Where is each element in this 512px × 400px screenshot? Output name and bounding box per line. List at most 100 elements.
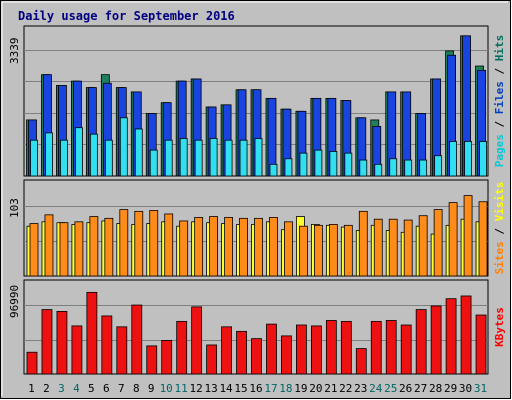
bar-sites [403, 219, 413, 277]
bar-sites [418, 215, 428, 277]
bar-sites [239, 217, 248, 277]
bar-pages [149, 149, 158, 177]
bar-pages [119, 117, 128, 177]
legend-kbytes: KBytes [493, 307, 506, 347]
x-tick-label: 5 [88, 382, 95, 395]
x-tick-label: 17 [264, 382, 277, 395]
bar-pages [434, 155, 443, 177]
bar-kbytes [296, 324, 307, 375]
bar-sites [89, 216, 99, 277]
bar-kbytes [131, 304, 143, 375]
bar-sites [44, 214, 54, 277]
bar-sites [463, 195, 473, 277]
bar-pages [239, 139, 248, 177]
bar-sites [164, 213, 174, 277]
x-tick-label: 13 [204, 382, 217, 395]
bar-sites [448, 202, 458, 277]
bar-kbytes [281, 335, 292, 375]
panels: 3339 Pages / Files / Hits 103 Sites / Visit… [8, 25, 506, 375]
bar-kbytes [116, 326, 128, 375]
bar-pages [419, 159, 428, 177]
bar-pages [329, 151, 338, 177]
bar-sites [478, 201, 488, 277]
legend-item: KBytes [493, 307, 506, 347]
bar-pages [164, 139, 173, 177]
bar-sites [104, 217, 114, 277]
bar-kbytes [221, 326, 232, 375]
x-tick-label: 31 [474, 382, 487, 395]
bar-sites [179, 220, 189, 277]
x-tick-label: 23 [354, 382, 367, 395]
bar-pages [194, 139, 203, 177]
bar-sites [59, 222, 69, 277]
bar-pages [179, 138, 188, 177]
bar-pages [284, 158, 293, 177]
panel-visits-sites: 103 Sites / Visits [8, 179, 506, 277]
x-tick-label: 2 [43, 382, 50, 395]
bar-pages [299, 152, 308, 177]
bar-kbytes [266, 323, 277, 375]
bar-pages [449, 141, 457, 177]
x-tick-label: 25 [384, 382, 397, 395]
bar-sites [119, 209, 129, 277]
bar-kbytes [191, 306, 203, 375]
legend-separator: / [493, 221, 506, 241]
x-tick-label: 9 [148, 382, 155, 395]
x-tick-label: 15 [234, 382, 247, 395]
bar-sites [343, 224, 353, 277]
bar-kbytes [430, 305, 442, 375]
bar-pages [479, 141, 487, 177]
x-tick-label: 6 [103, 382, 110, 395]
x-tick-label: 22 [339, 382, 352, 395]
x-tick-label: 1 [28, 382, 35, 395]
x-tick-label: 27 [414, 382, 427, 395]
x-tick-label: 20 [309, 382, 322, 395]
x-tick-label: 10 [160, 382, 173, 395]
x-tick-label: 16 [249, 382, 262, 395]
x-tick-label: 18 [279, 382, 292, 395]
bar-pages [404, 159, 413, 177]
bar-kbytes [310, 325, 322, 375]
bar-sites [388, 218, 398, 277]
bar-kbytes [385, 320, 397, 375]
bar-sites [224, 217, 233, 277]
x-tick-label: 11 [175, 382, 188, 395]
bar-kbytes [71, 325, 83, 375]
y-max-label: 96990 [8, 285, 21, 318]
legend-item: Files [493, 81, 506, 114]
bar-sites [134, 210, 144, 277]
bar-kbytes [206, 344, 218, 375]
bar-kbytes [340, 320, 352, 375]
legend-item: Visits [493, 182, 506, 222]
bar-pages [359, 159, 368, 177]
legend-item: Sites [493, 241, 506, 274]
bar-sites [433, 209, 443, 277]
x-tick-label: 24 [369, 382, 383, 395]
legend-separator: / [493, 114, 506, 134]
bar-sites [194, 217, 204, 277]
bar-kbytes [445, 298, 457, 375]
bar-pages [89, 133, 98, 177]
bar-pages [30, 139, 38, 177]
x-tick-label: 28 [429, 382, 442, 395]
bar-pages [344, 152, 353, 177]
bar-kbytes [56, 310, 68, 375]
x-tick-label: 30 [459, 382, 472, 395]
bar-kbytes [460, 295, 472, 375]
bar-kbytes [370, 320, 382, 375]
panel-kbytes: 96990 KBytes [8, 279, 506, 375]
bar-sites [149, 210, 159, 277]
x-tick-label: 7 [118, 382, 125, 395]
bar-pages [75, 127, 83, 177]
bar-pages [224, 139, 233, 177]
bar-kbytes [86, 291, 98, 375]
chart-title: Daily usage for September 2016 [18, 9, 235, 23]
x-tick-label: 21 [324, 382, 337, 395]
bar-pages [374, 163, 383, 177]
bar-pages [60, 139, 68, 177]
bar-kbytes [161, 340, 173, 375]
bar-sites [328, 224, 338, 277]
bar-sites [269, 217, 278, 277]
bar-sites [313, 224, 323, 277]
